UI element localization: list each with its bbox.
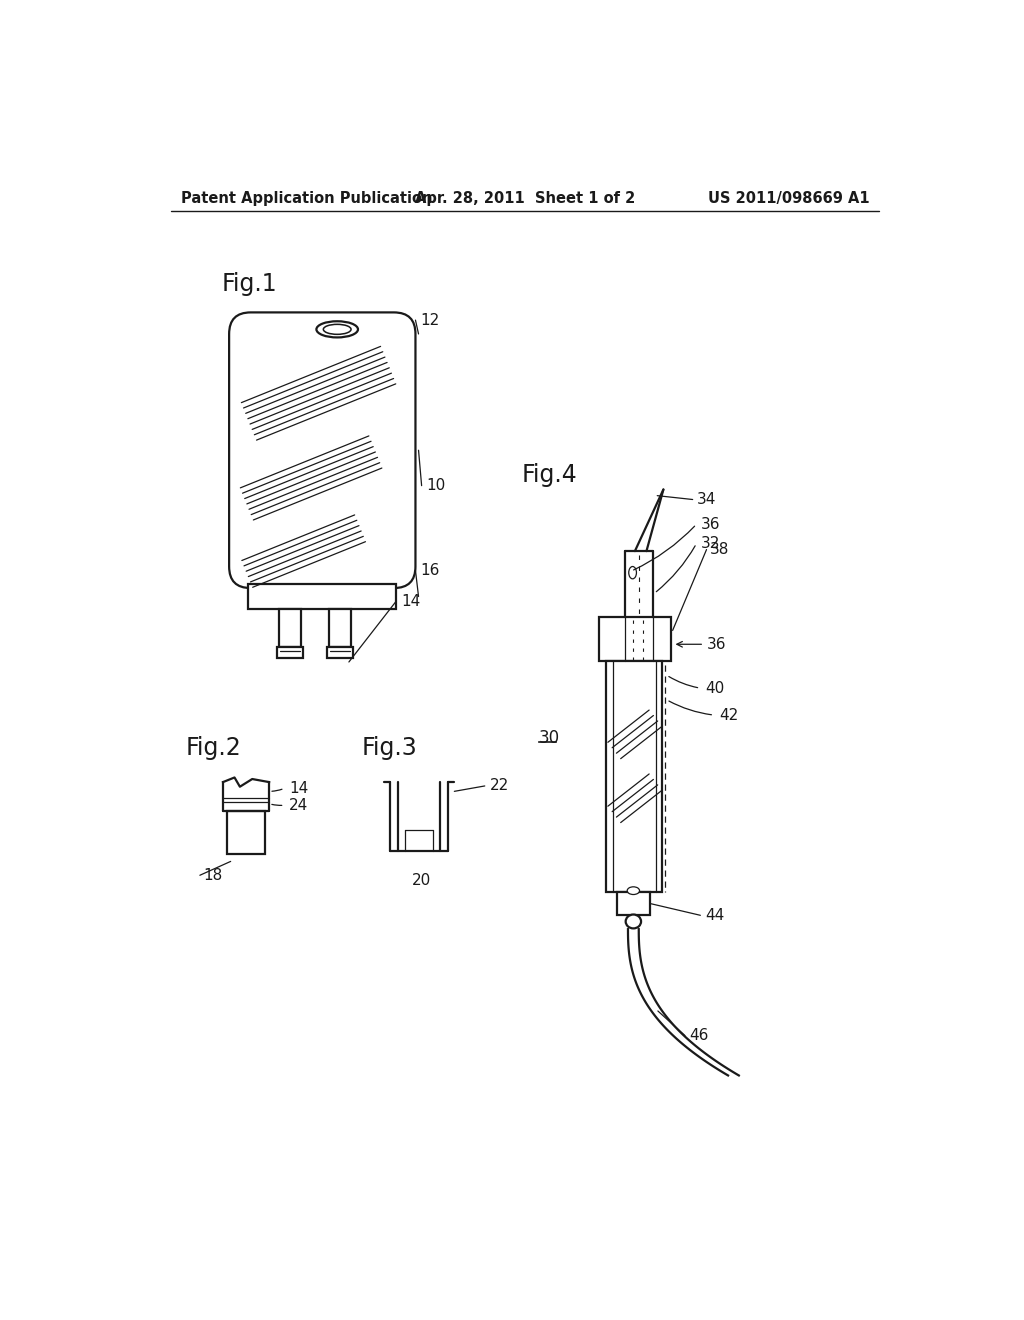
Text: Fig.3: Fig.3 [361, 737, 418, 760]
FancyBboxPatch shape [599, 616, 671, 661]
Text: 24: 24 [289, 797, 308, 813]
Text: 12: 12 [420, 313, 439, 327]
FancyBboxPatch shape [330, 609, 351, 647]
Text: 40: 40 [705, 681, 724, 696]
Text: Fig.4: Fig.4 [521, 462, 578, 487]
Text: 44: 44 [705, 908, 724, 923]
Text: 20: 20 [412, 873, 431, 888]
Text: Apr. 28, 2011  Sheet 1 of 2: Apr. 28, 2011 Sheet 1 of 2 [415, 191, 635, 206]
Ellipse shape [628, 887, 640, 895]
Text: 30: 30 [539, 729, 560, 747]
Text: Fig.2: Fig.2 [186, 737, 242, 760]
Text: 36: 36 [707, 636, 726, 652]
Ellipse shape [316, 321, 358, 338]
Text: 14: 14 [400, 594, 420, 609]
FancyBboxPatch shape [276, 647, 303, 659]
Text: 34: 34 [697, 492, 717, 507]
Text: US 2011/098669 A1: US 2011/098669 A1 [709, 191, 869, 206]
FancyBboxPatch shape [327, 647, 353, 659]
Text: 22: 22 [489, 779, 509, 793]
Text: 18: 18 [203, 867, 222, 883]
Text: 38: 38 [710, 543, 729, 557]
Text: 42: 42 [719, 708, 738, 722]
Text: 32: 32 [701, 536, 721, 550]
FancyBboxPatch shape [226, 812, 265, 854]
Ellipse shape [626, 915, 641, 928]
Text: 16: 16 [420, 562, 439, 578]
Ellipse shape [629, 566, 637, 578]
FancyBboxPatch shape [229, 313, 416, 589]
FancyBboxPatch shape [617, 892, 649, 915]
Text: 10: 10 [426, 478, 445, 494]
FancyBboxPatch shape [249, 585, 396, 609]
Text: 14: 14 [289, 780, 308, 796]
Text: 46: 46 [689, 1028, 709, 1043]
Text: Fig.1: Fig.1 [221, 272, 278, 297]
FancyBboxPatch shape [279, 609, 301, 647]
Text: Patent Application Publication: Patent Application Publication [180, 191, 432, 206]
Text: 36: 36 [701, 516, 721, 532]
FancyBboxPatch shape [606, 661, 662, 892]
Ellipse shape [324, 325, 351, 334]
